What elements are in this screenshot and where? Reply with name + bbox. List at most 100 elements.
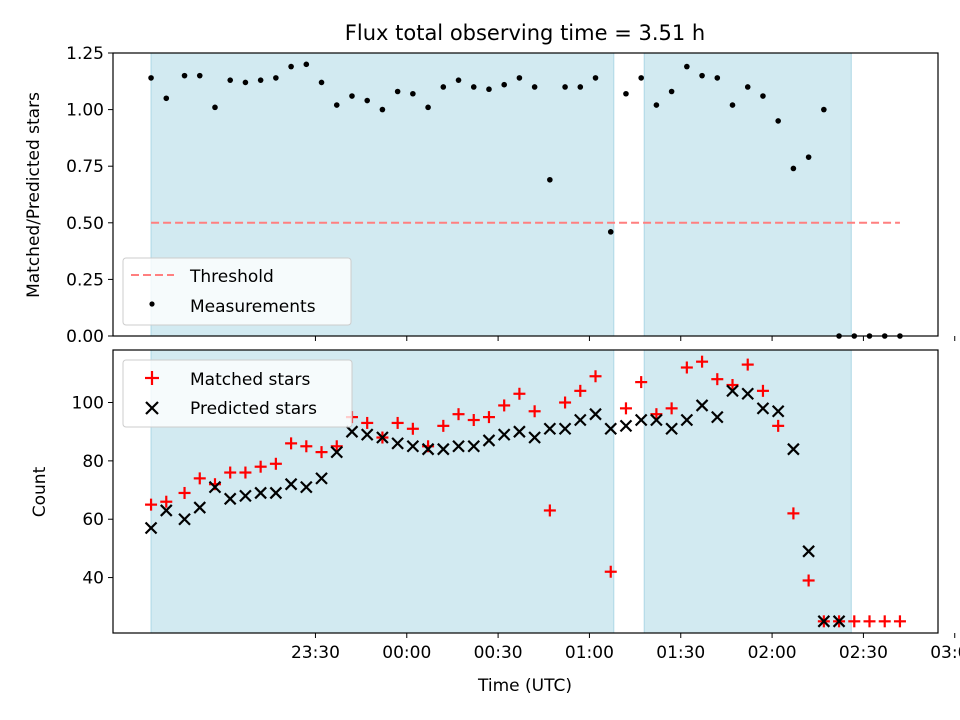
matched-star-point	[361, 416, 374, 429]
predicted-star-point	[543, 422, 557, 436]
matched-star-point	[178, 486, 191, 499]
matched-star-point	[254, 460, 267, 473]
matched-star-point	[467, 414, 480, 427]
matched-star-point	[878, 615, 891, 628]
measurement-point	[212, 104, 218, 111]
count-panel: 40 60 80 100 23:30 00:00 00:30 01:00 01:30 02:00…	[30, 349, 960, 663]
predicted-star-point	[144, 521, 158, 535]
predicted-star-point	[695, 399, 709, 412]
measurement-point	[196, 72, 203, 79]
predicted-star-point	[159, 504, 173, 517]
matched-star-point	[482, 411, 495, 424]
matched-star-point	[406, 422, 419, 435]
measurement-point	[394, 88, 401, 95]
predicted-star-point	[208, 480, 222, 494]
measurement-point	[181, 72, 188, 79]
ax1-y-tick-label-0: 40	[82, 569, 104, 589]
measurement-point	[227, 77, 234, 83]
predicted-star-point	[558, 422, 572, 436]
predicted-star-point	[284, 477, 298, 491]
measurement-point	[729, 102, 736, 108]
matched-star-point	[498, 399, 511, 412]
measurement-point	[531, 84, 538, 90]
matched-star-point	[528, 405, 541, 418]
predicted-star-point	[817, 615, 831, 628]
measurements-legend-swatch	[149, 301, 155, 307]
matched-star-point	[160, 495, 173, 508]
count-legend-box	[122, 359, 353, 428]
predicted-star-point	[452, 440, 465, 453]
ratio-legend-box	[122, 257, 352, 326]
matched-star-point	[680, 361, 693, 374]
ax0-y-tick-label-1: 0.25	[66, 270, 104, 290]
measurement-point	[775, 118, 781, 124]
ratio-legend: Threshold Measurements	[122, 257, 352, 326]
matched-star-point	[513, 387, 526, 400]
predicted-star-point	[223, 492, 237, 506]
measurement-point	[257, 77, 264, 83]
measurement-point	[577, 84, 584, 90]
count-panel-frame	[112, 349, 939, 634]
predicted-star-point	[619, 419, 633, 433]
predicted-star-point	[315, 472, 328, 485]
x-tick-label-0: 23:30	[291, 643, 340, 663]
x-axis-label: Time (UTC)	[477, 676, 572, 696]
matched-star-point	[863, 615, 876, 628]
matched-star-point	[741, 358, 754, 371]
measurement-point	[562, 84, 568, 90]
matched-star-point	[756, 384, 769, 397]
measurement-point	[486, 86, 492, 93]
predicted-star-point	[437, 442, 450, 456]
x-tick-label-6: 02:30	[839, 643, 888, 663]
ax0-y-tick-label-2: 0.50	[66, 214, 104, 234]
predicted-star-point	[497, 428, 511, 441]
matched-legend-label: Matched stars	[190, 370, 310, 390]
measurement-point	[684, 63, 690, 70]
chart-title: Flux total observing time = 3.51 h	[345, 21, 705, 45]
predicted-star-point	[680, 413, 694, 427]
predicted-star-point	[269, 486, 283, 500]
predicted-star-point	[406, 440, 420, 453]
predicted-star-point	[513, 425, 526, 438]
measurement-point	[516, 75, 523, 81]
ax1-y-tick-label-3: 100	[72, 394, 104, 414]
measurement-point	[653, 102, 660, 108]
predicted-legend-label: Predicted stars	[190, 399, 317, 419]
measurement-point	[440, 84, 447, 90]
predicted-star-point	[589, 407, 602, 421]
measurement-point	[318, 79, 325, 86]
ratio-y-axis-label: Matched/Predicted stars	[24, 92, 44, 298]
x-tick-label-2: 00:30	[474, 643, 523, 663]
predicted-star-point	[330, 445, 344, 459]
predicted-star-point	[634, 413, 648, 427]
matched-star-point	[559, 396, 572, 409]
count-y-axis-label: Count	[30, 466, 50, 517]
x-tick-label-1: 00:00	[382, 643, 431, 663]
predicted-star-point	[239, 489, 252, 503]
predicted-star-point	[574, 413, 587, 427]
matched-star-point	[802, 574, 815, 587]
predicted-star-point	[178, 512, 191, 526]
ax1-y-tick-label-1: 60	[82, 510, 104, 530]
x-tick-label-3: 01:00	[565, 643, 614, 663]
matched-star-point	[665, 402, 678, 415]
predicted-star-point	[832, 615, 846, 628]
matched-star-point	[604, 565, 617, 578]
measurement-point	[805, 154, 812, 160]
measurement-point	[547, 176, 553, 183]
measurement-point	[303, 61, 310, 68]
measurement-point	[273, 75, 279, 81]
measurement-point	[623, 90, 629, 97]
count-legend: Matched stars Predicted stars	[122, 359, 353, 428]
predicted-star-point	[802, 545, 815, 558]
measurement-point	[744, 84, 751, 90]
matched-star-point	[269, 457, 282, 470]
matched-star-point	[619, 402, 632, 415]
predicted-star-point	[345, 425, 359, 438]
measurements-legend-label: Measurements	[190, 297, 316, 317]
measurement-point	[425, 104, 431, 111]
measurement-point	[410, 90, 416, 97]
matched-star-point	[711, 373, 724, 386]
matched-star-point	[893, 615, 906, 628]
predicted-star-point	[787, 442, 800, 456]
